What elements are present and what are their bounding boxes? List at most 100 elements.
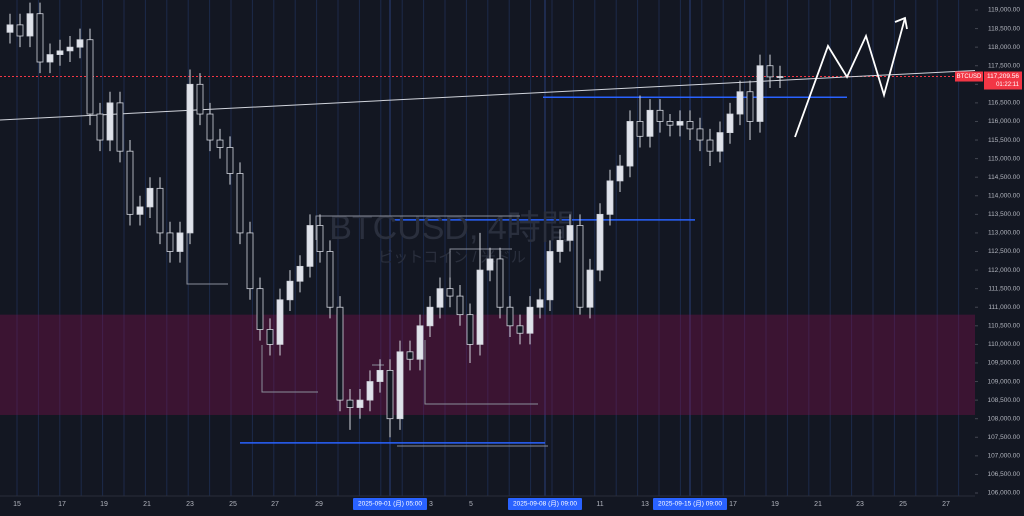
plot (6, 2, 784, 438)
candle-body (686, 121, 694, 130)
candle-body (476, 269, 484, 345)
candle-body (56, 50, 64, 55)
price-axis: 106,000.00 106,500.00 107,000.00 107,500.00… (955, 0, 1024, 511)
x-tick-label: 27 (942, 501, 950, 508)
candle-body (106, 102, 114, 141)
candle-body (26, 13, 34, 37)
grey-line (261, 345, 318, 393)
candle-body (306, 225, 314, 267)
candle-body (656, 109, 664, 122)
candle-body (726, 113, 734, 134)
candle-body (166, 232, 174, 252)
drawings (186, 90, 548, 447)
candle-body (756, 65, 764, 122)
candle-body (326, 251, 334, 308)
y-tick-label: 109,000.00 (987, 378, 1020, 385)
candle-body (96, 113, 104, 141)
symbol-box (955, 71, 983, 82)
grey-line (424, 340, 538, 405)
y-tick-label: 109,500.00 (987, 360, 1020, 367)
y-tick-label: 111,000.00 (988, 304, 1020, 311)
candle-body (766, 65, 774, 78)
candle-body (216, 139, 224, 148)
candle-body (536, 299, 544, 308)
candle-body (196, 83, 204, 115)
candle-body (716, 132, 724, 152)
x-tick-label: 15 (13, 501, 21, 508)
candle-body (626, 121, 634, 167)
y-tick-label: 110,000.00 (988, 341, 1020, 348)
candle-body (526, 306, 534, 334)
x-tick-label: 3 (429, 501, 433, 508)
candle-body (316, 225, 324, 252)
candle-body (576, 225, 584, 308)
candle-body (6, 24, 14, 33)
candle-body (436, 288, 444, 308)
candle-body (386, 369, 394, 420)
x-tick-label: 13 (641, 501, 649, 508)
y-tick-label: 106,500.00 (987, 471, 1020, 478)
date-label: 2025-09-01 (月) 05:00 (358, 500, 422, 508)
y-tick-label: 113,000.00 (988, 230, 1020, 237)
candle-body (376, 369, 384, 382)
candle-body (646, 109, 654, 137)
candle-body (556, 239, 564, 252)
candle-body (346, 399, 354, 408)
y-tick-label: 116,000.00 (988, 118, 1020, 125)
x-tick-label: 17 (58, 501, 66, 508)
x-tick-label: 25 (899, 501, 907, 508)
x-tick-label: 23 (856, 501, 864, 508)
grey-line (315, 215, 520, 240)
y-tick-label: 115,000.00 (988, 155, 1020, 162)
candle-body (296, 265, 304, 282)
candle-body (666, 121, 674, 126)
x-tick-label: 23 (186, 501, 194, 508)
trend-line (0, 67, 1024, 121)
y-tick-label: 111,500.00 (988, 285, 1020, 292)
candle-body (676, 121, 684, 126)
date-box (508, 498, 582, 510)
candle-body (496, 258, 504, 308)
y-tick-label: 117,500.00 (988, 62, 1020, 69)
candle-body (256, 288, 264, 330)
y-tick-label: 114,000.00 (988, 192, 1020, 199)
date-box (353, 498, 427, 510)
candle-body (276, 299, 284, 345)
candle-body (516, 325, 524, 334)
date-label: 2025-09-15 (月) 09:00 (658, 500, 722, 508)
candle-body (206, 113, 214, 141)
candle-body (606, 180, 614, 215)
y-tick-label: 118,500.00 (988, 25, 1020, 32)
candle-body (176, 232, 184, 252)
candle-body (636, 121, 644, 137)
date-box (653, 498, 727, 510)
y-tick-label: 112,500.00 (988, 248, 1020, 255)
watermark-subtitle: ビットコイン / 米ドル (378, 249, 526, 266)
candle-body (776, 76, 784, 78)
candle-body (336, 306, 344, 401)
candle-body (76, 39, 84, 48)
candle-body (696, 128, 704, 141)
y-tick-label: 115,500.00 (988, 137, 1020, 144)
candle-body (456, 295, 464, 316)
y-tick-label: 107,500.00 (987, 434, 1020, 441)
zone (0, 314, 975, 415)
arrow-head (894, 16, 908, 30)
y-tick-label: 116,500.00 (988, 100, 1020, 107)
x-tick-label: 21 (143, 501, 151, 508)
x-tick-label: 19 (100, 501, 108, 508)
candle-body (86, 39, 94, 115)
candle-body (266, 329, 274, 345)
candle-body (16, 24, 24, 37)
candle-body (706, 139, 714, 152)
candle-body (116, 102, 124, 152)
x-tick-label: 25 (229, 501, 237, 508)
candle-body (466, 314, 474, 345)
candle-body (566, 225, 574, 241)
watermark-title: BTCUSD, 4時間 (329, 209, 575, 247)
candle-body (186, 83, 194, 234)
projection-arrow (794, 17, 906, 138)
candle-body (506, 306, 514, 327)
x-tick-label: 17 (729, 501, 737, 508)
